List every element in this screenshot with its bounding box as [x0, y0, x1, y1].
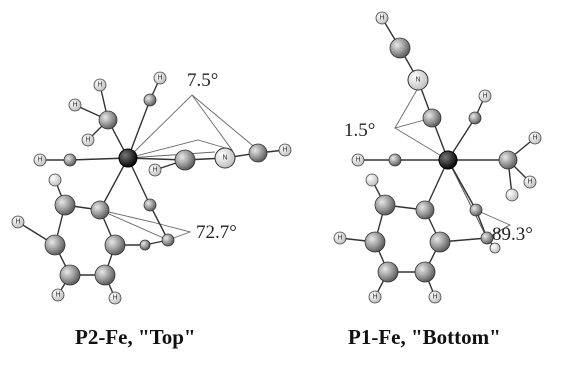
heavy-atom — [429, 231, 451, 253]
hydrogen-atom — [153, 71, 167, 85]
atom-letter-n: N — [415, 77, 420, 84]
hydrogen-atom — [368, 290, 382, 304]
panel-p2-fe-top: H H H H H H H H H H N 7.5° 72.7° P2-Fe, … — [11, 70, 292, 349]
atom-letter-h: H — [15, 219, 20, 226]
heavy-atom — [174, 149, 196, 171]
atom-letter-h: H — [152, 167, 157, 174]
bonds-top — [17, 77, 286, 299]
nitrogen-atom — [407, 69, 429, 91]
heavy-atom — [248, 143, 268, 163]
panel-caption-top: P2-Fe, "Top" — [75, 325, 196, 349]
atom-letter-h: H — [527, 179, 532, 186]
atom-letter-h: H — [337, 235, 342, 242]
iron-atom — [438, 150, 458, 170]
hydrogen-atom — [108, 291, 122, 305]
heavy-atom — [414, 261, 436, 283]
heavy-atom — [143, 93, 157, 107]
heavy-atom — [44, 234, 66, 256]
hydrogen-atom — [148, 163, 162, 177]
atom-letter-h: H — [282, 147, 287, 154]
heavy-atom — [90, 200, 110, 220]
iron-atom — [118, 148, 138, 168]
hydrogen-atom — [33, 153, 47, 167]
atom-letter-h: H — [85, 137, 90, 144]
atom-letter-h: H — [72, 102, 77, 109]
nitrogen-atom — [214, 147, 236, 169]
hydrogen-atom — [11, 215, 25, 229]
atom-letter-h: H — [532, 135, 537, 142]
phosphorus-atom — [98, 110, 118, 130]
hydrogen-atom — [428, 290, 442, 304]
atom-letter-h: H — [482, 93, 487, 100]
phosphorus-atom — [498, 150, 518, 170]
hydrogen-atom — [51, 288, 65, 302]
atom-letters-bottom: H H H H H H H H N — [337, 15, 537, 301]
atoms-top — [11, 71, 292, 305]
atom-letter-h: H — [97, 82, 102, 89]
hydrogen-atom — [93, 78, 107, 92]
angle-label-top-upper: 7.5° — [187, 70, 218, 91]
angle-label-top-lower: 72.7° — [196, 222, 237, 243]
atom-letters-top: H H H H H H H H H H N — [15, 75, 287, 302]
angle-label-bottom-lower: 89.3° — [492, 224, 533, 245]
hydrogen-atom — [523, 175, 537, 189]
heavy-atom — [422, 108, 442, 128]
atom-letter-h: H — [55, 292, 60, 299]
panel-caption-bottom: P1-Fe, "Bottom" — [348, 325, 501, 349]
hydrogen-atom — [528, 131, 542, 145]
heavy-atom — [104, 234, 126, 256]
hydrogen-atom — [68, 98, 82, 112]
atoms-bottom — [333, 11, 542, 304]
heavy-atom — [364, 231, 386, 253]
heavy-atom — [480, 231, 494, 245]
hydrogen-atom — [375, 11, 389, 25]
heavy-atom — [389, 37, 411, 59]
atom-letter-h: H — [157, 75, 162, 82]
heavy-atom — [59, 264, 81, 286]
heavy-atom — [468, 111, 482, 125]
heavy-atom — [63, 153, 77, 167]
hydrogen-atom — [365, 173, 379, 187]
heavy-atom — [469, 203, 483, 217]
hydrogen-atom — [505, 188, 519, 202]
atom-letter-n: N — [222, 155, 227, 162]
hydrogen-atom — [478, 89, 492, 103]
hydrogen-atom — [81, 133, 95, 147]
angle-label-bottom-upper: 1.5° — [344, 120, 375, 141]
hydrogen-atom — [278, 143, 292, 157]
heavy-atom — [94, 264, 116, 286]
hydrogen-atom — [48, 173, 62, 187]
atom-letter-h: H — [355, 157, 360, 164]
atom-letter-h: H — [112, 295, 117, 302]
panel-p1-fe-bottom: H H H H H H H H N 1.5° 89.3° P1-Fe, "Bot… — [333, 11, 542, 349]
hydrogen-atom — [333, 231, 347, 245]
heavy-atom — [139, 239, 151, 251]
atom-letter-h: H — [37, 157, 42, 164]
hydrogen-atom — [489, 242, 501, 254]
heavy-atom — [143, 198, 157, 212]
heavy-atom — [374, 194, 396, 216]
heavy-atom — [161, 233, 175, 247]
atom-letter-h: H — [379, 15, 384, 22]
hydrogen-atom — [351, 153, 365, 167]
heavy-atom — [388, 153, 402, 167]
heavy-atom — [377, 261, 399, 283]
heavy-atom — [54, 194, 76, 216]
angle-guide-lines-top — [99, 94, 259, 241]
atom-letter-h: H — [372, 294, 377, 301]
heavy-atom — [415, 200, 435, 220]
atom-letter-h: H — [432, 294, 437, 301]
